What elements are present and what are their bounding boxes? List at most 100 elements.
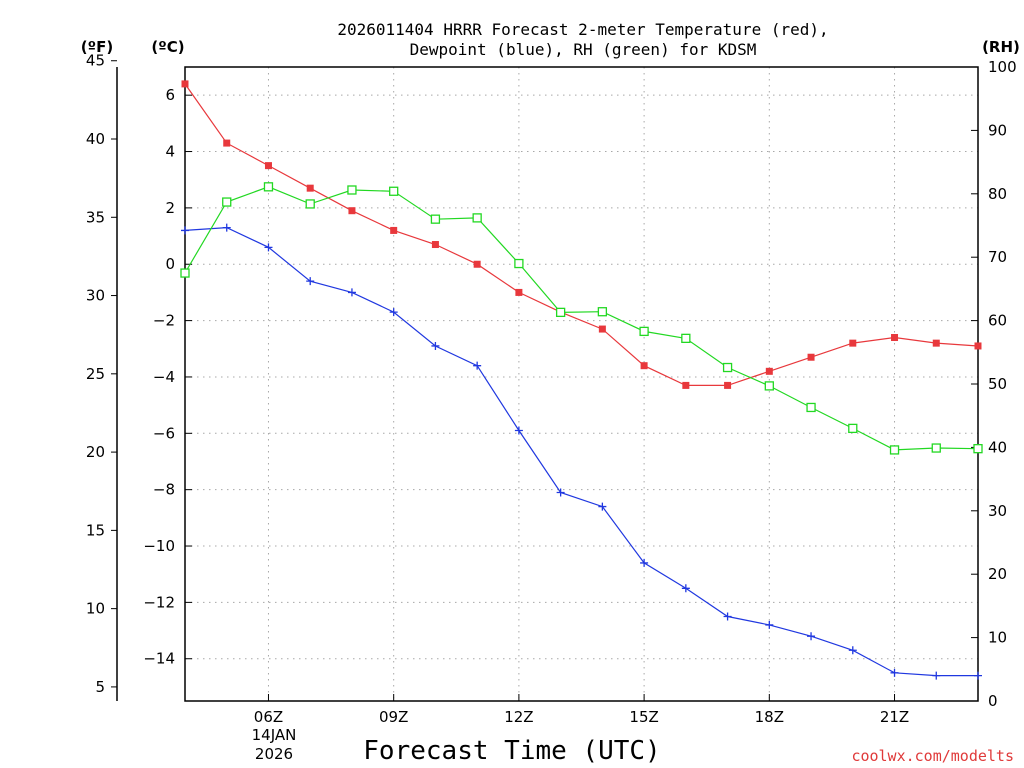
rh-tick-label: 20 <box>988 565 1007 583</box>
temperature-point <box>765 367 773 375</box>
rh-tick-label: 90 <box>988 121 1007 139</box>
dewpoint-point <box>974 671 982 680</box>
rh-tick-label: 80 <box>988 185 1007 203</box>
rh-point <box>639 326 649 337</box>
celsius-tick-label: −14 <box>143 650 175 668</box>
temperature-line <box>184 83 979 386</box>
temperature-point <box>974 342 982 350</box>
celsius-tick-label: −10 <box>143 537 175 555</box>
temperature-point <box>932 339 940 347</box>
rh-point <box>389 186 399 196</box>
celsius-tick-label: −4 <box>153 368 175 386</box>
rh-point <box>973 444 983 454</box>
gridlines <box>185 67 978 701</box>
temperature-point <box>181 80 189 88</box>
dewpoint-line <box>184 226 978 677</box>
x-tick-label: 18Z <box>755 708 784 726</box>
temperature-point <box>390 226 398 234</box>
dewpoint-point <box>514 426 523 435</box>
rh-point <box>722 362 733 373</box>
temperature-point <box>264 162 272 170</box>
rh-point <box>764 381 774 391</box>
celsius-unit-label: (ºC) <box>151 38 184 56</box>
rh-point <box>806 402 816 413</box>
rh-point <box>347 185 357 195</box>
dewpoint-point <box>264 243 273 252</box>
rh-point <box>848 423 858 434</box>
dewpoint-point <box>389 308 398 317</box>
temperature-point <box>891 334 899 342</box>
axes: 6 4 20 −2 −4 −6 −8 −10 −12 −14 45 40 35 30 25 20 15 10 5 10… <box>86 52 1017 726</box>
celsius-tick-label: −8 <box>153 481 175 499</box>
dewpoint-point <box>807 632 816 641</box>
x-tick-label: 15Z <box>629 708 658 726</box>
x-tick-label: 09Z <box>379 708 408 726</box>
fahrenheit-tick-label: 25 <box>86 365 105 383</box>
rh-point <box>305 199 315 209</box>
dewpoint-point <box>723 612 732 621</box>
celsius-tick-label: −12 <box>143 593 175 611</box>
rh-tick-label: 60 <box>988 312 1007 330</box>
dewpoint-point <box>181 226 189 235</box>
fahrenheit-tick-label: 15 <box>86 521 105 539</box>
dewpoint-point <box>473 361 482 370</box>
celsius-tick-label: 6 <box>165 86 175 104</box>
temperature-point <box>724 381 732 389</box>
rh-point <box>430 214 441 224</box>
x-tick-label: 21Z <box>880 708 909 726</box>
fahrenheit-tick-label: 10 <box>86 600 105 618</box>
celsius-tick-label: 2 <box>165 199 175 217</box>
temperature-point <box>431 241 439 249</box>
temperature-point <box>223 139 231 147</box>
celsius-tick-label: −2 <box>153 312 175 330</box>
plot-frame <box>184 66 979 702</box>
fahrenheit-tick-label: 5 <box>95 678 105 696</box>
rh-point <box>180 268 190 278</box>
rh-tick-label: 10 <box>988 629 1007 647</box>
dewpoint-point <box>681 584 690 593</box>
temperature-point <box>515 288 523 296</box>
fahrenheit-tick-label: 20 <box>86 443 105 461</box>
chart-title-line-2: Dewpoint (blue), RH (green) for KDSM <box>410 40 757 59</box>
celsius-tick-label: 4 <box>165 143 175 161</box>
x-axis-title: Forecast Time (UTC) <box>363 736 660 766</box>
fahrenheit-unit-label: (ºF) <box>81 38 113 56</box>
fahrenheit-tick-label: 40 <box>86 130 105 148</box>
dewpoint-point <box>598 502 607 511</box>
rh-tick-label: 40 <box>988 438 1007 456</box>
dewpoint-point <box>848 646 857 655</box>
dewpoint-point <box>306 277 315 286</box>
data-series <box>184 83 979 677</box>
rh-point <box>681 333 691 344</box>
temperature-point <box>640 362 648 370</box>
credit-link[interactable]: coolwx.com/modelts <box>851 747 1014 765</box>
fahrenheit-tick-label: 35 <box>86 208 105 226</box>
rh-tick-label: 70 <box>988 248 1007 266</box>
data-markers <box>180 80 983 680</box>
rh-tick-label: 100 <box>988 58 1017 76</box>
celsius-tick-label: −6 <box>153 424 175 442</box>
rh-point <box>472 213 482 223</box>
rh-point <box>222 197 232 207</box>
temperature-point <box>807 353 815 361</box>
dewpoint-point <box>347 288 356 297</box>
dewpoint-point <box>222 223 231 232</box>
date-label-day: 14JAN <box>252 726 297 744</box>
rh-tick-label: 30 <box>988 502 1007 520</box>
temperature-point <box>598 325 606 333</box>
temperature-point <box>348 207 356 215</box>
rh-unit-label: (RH) <box>982 38 1020 56</box>
temperature-point <box>306 184 314 192</box>
chart-title-line-1: 2026011404 HRRR Forecast 2-meter Tempera… <box>337 20 828 39</box>
dewpoint-point <box>932 671 941 680</box>
fahrenheit-tick-label: 45 <box>86 52 105 70</box>
temperature-point <box>473 260 481 268</box>
rh-point <box>931 443 941 453</box>
rh-line <box>184 186 979 451</box>
dewpoint-point <box>640 558 649 567</box>
rh-tick-label: 50 <box>988 375 1007 393</box>
dewpoint-point <box>890 668 899 677</box>
dewpoint-point <box>431 341 440 350</box>
dewpoint-point <box>556 488 565 497</box>
